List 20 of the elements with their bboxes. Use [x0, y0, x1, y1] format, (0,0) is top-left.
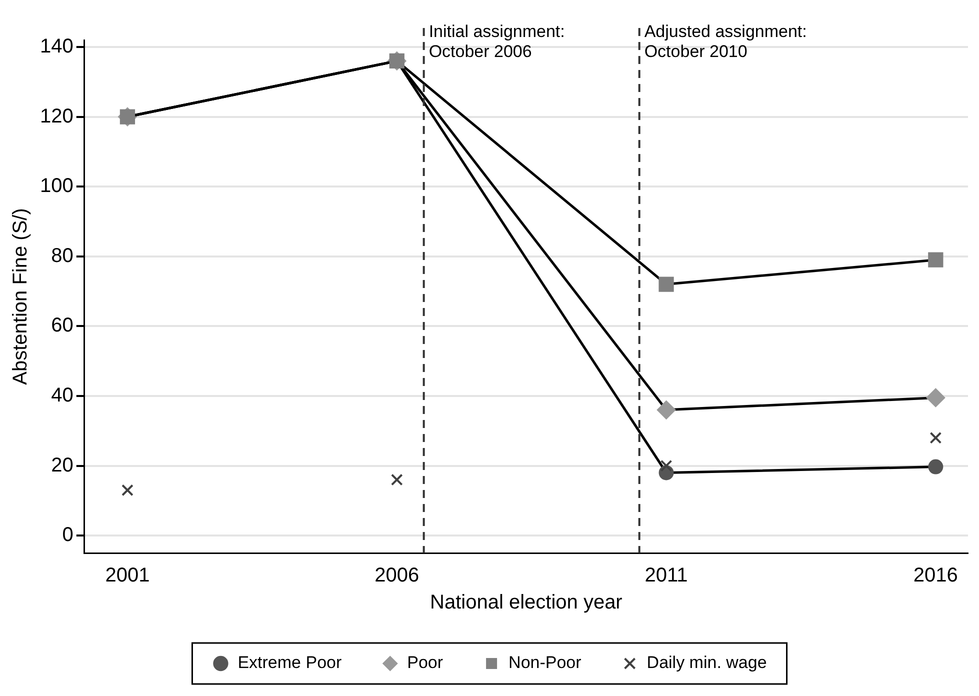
- y-tick-label: 120: [40, 105, 74, 128]
- x-tick-label: 2011: [644, 564, 688, 587]
- x-tick-label: 2016: [913, 564, 958, 587]
- y-tick-label: 0: [62, 524, 74, 546]
- x-tick-label: 2006: [374, 564, 420, 587]
- y-tick-label: 100: [40, 175, 74, 198]
- legend-label: Extreme Poor: [238, 653, 342, 672]
- y-axis-title: Abstention Fine (S/): [10, 208, 32, 385]
- x-axis-title: National election year: [430, 592, 623, 614]
- x-tick-label: 2001: [105, 564, 150, 587]
- ref-line-label: Adjusted assignment: October 2010: [644, 22, 807, 62]
- legend-label: Daily min. wage: [646, 653, 767, 672]
- y-tick-label: 20: [51, 454, 74, 476]
- y-tick-label: 40: [51, 384, 74, 406]
- legend-label: Non-Poor: [508, 653, 582, 672]
- y-tick-label: 80: [51, 244, 74, 267]
- ref-line-label: Initial assignment: October 2006: [428, 22, 565, 62]
- y-tick-label: 140: [40, 35, 74, 58]
- legend-label: Poor: [407, 653, 444, 672]
- y-tick-label: 60: [51, 314, 74, 337]
